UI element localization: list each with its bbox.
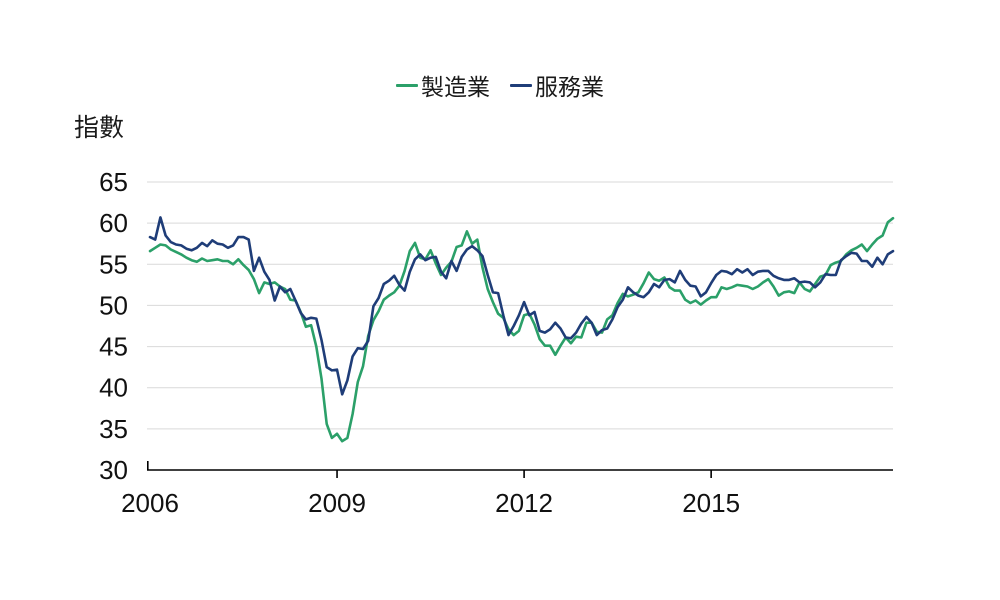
y-tick-label-60: 60 — [99, 208, 128, 238]
legend-label-manufacturing: 製造業 — [421, 74, 490, 100]
y-tick-label-50: 50 — [99, 290, 128, 320]
y-tick-label-40: 40 — [99, 373, 128, 403]
chart-legend: 製造業 服務業 — [0, 68, 1000, 102]
manufacturing-line-swatch-icon — [396, 83, 418, 87]
legend-label-services: 服務業 — [535, 74, 604, 100]
y-tick-label-45: 45 — [99, 332, 128, 362]
x-tick-label-2006: 2006 — [121, 488, 179, 518]
x-tick-label-2012: 2012 — [495, 488, 553, 518]
y-tick-label-35: 35 — [99, 414, 128, 444]
manufacturing-line — [148, 216, 895, 443]
legend-item-services: 服務業 — [510, 68, 604, 102]
y-tick-label-55: 55 — [99, 249, 128, 279]
y-tick-label-30: 30 — [99, 455, 128, 485]
y-axis-title: 指數 — [74, 114, 125, 142]
x-tick-label-2009: 2009 — [308, 488, 366, 518]
services-line — [148, 216, 895, 396]
legend-item-manufacturing: 製造業 — [396, 68, 490, 102]
services-line-swatch-icon — [510, 83, 532, 87]
x-tick-label-2015: 2015 — [682, 488, 740, 518]
y-tick-label-65: 65 — [99, 167, 128, 197]
